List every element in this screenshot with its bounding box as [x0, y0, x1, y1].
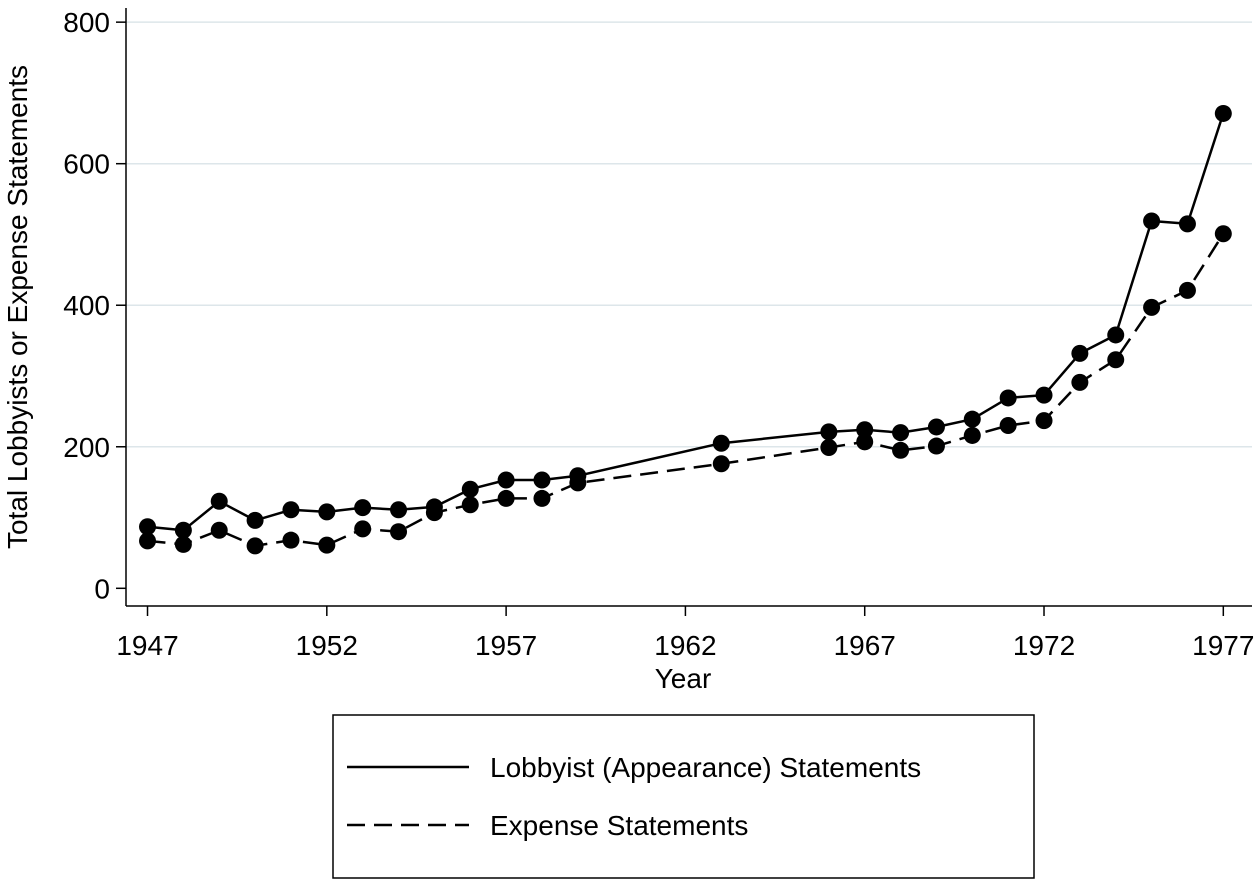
data-point-expense — [174, 535, 192, 553]
y-tick-label: 400 — [63, 290, 110, 321]
data-point-lobbyist — [497, 471, 515, 489]
legend-label-expense: Expense Statements — [490, 810, 748, 841]
data-point-lobbyist — [856, 421, 874, 439]
x-tick-label: 1977 — [1192, 630, 1254, 661]
data-point-lobbyist — [892, 424, 910, 442]
x-axis-title: Year — [655, 663, 712, 694]
data-point-expense — [354, 520, 372, 538]
data-point-lobbyist — [210, 492, 228, 510]
data-point-lobbyist — [1143, 212, 1161, 230]
data-point-expense — [712, 455, 730, 473]
data-point-lobbyist — [1107, 326, 1125, 344]
data-point-expense — [318, 536, 336, 554]
legend: Lobbyist (Appearance) Statements Expense… — [332, 714, 1035, 879]
data-point-expense — [820, 438, 838, 456]
data-point-lobbyist — [354, 499, 372, 517]
data-point-expense — [892, 441, 910, 459]
data-point-lobbyist — [963, 410, 981, 428]
x-tick-label: 1967 — [834, 630, 896, 661]
data-point-expense — [1214, 225, 1232, 243]
data-point-lobbyist — [390, 501, 408, 519]
data-point-expense — [999, 417, 1017, 435]
y-tick-label: 200 — [63, 432, 110, 463]
legend-label-lobbyist: Lobbyist (Appearance) Statements — [490, 752, 921, 783]
data-point-lobbyist — [927, 418, 945, 436]
legend-box — [332, 714, 1035, 879]
x-tick-label: 1962 — [654, 630, 716, 661]
x-tick-label: 1952 — [296, 630, 358, 661]
data-point-lobbyist — [1178, 215, 1196, 233]
data-point-expense — [1035, 412, 1053, 430]
data-point-expense — [461, 496, 479, 514]
data-point-lobbyist — [461, 480, 479, 498]
data-point-expense — [139, 532, 157, 550]
data-point-expense — [246, 537, 264, 555]
x-tick-label: 1972 — [1013, 630, 1075, 661]
data-markers — [139, 104, 1232, 555]
data-point-lobbyist — [820, 423, 838, 441]
data-point-expense — [1107, 351, 1125, 369]
data-point-expense — [569, 474, 587, 492]
data-point-expense — [1071, 373, 1089, 391]
data-point-expense — [390, 523, 408, 541]
series-line-expense — [147, 233, 1225, 548]
data-point-expense — [1143, 298, 1161, 316]
data-point-expense — [1178, 281, 1196, 299]
data-point-expense — [533, 489, 551, 507]
data-point-lobbyist — [999, 389, 1017, 407]
data-point-lobbyist — [1214, 104, 1232, 122]
axes: 0 200 400 600 800 1947 1952 1957 1962 1967 1972 197… — [63, 7, 1254, 661]
y-axis-title: Total Lobbyists or Expense Statements — [2, 65, 33, 549]
data-point-lobbyist — [318, 503, 336, 521]
x-tick-label: 1947 — [116, 630, 178, 661]
data-point-lobbyist — [533, 471, 551, 489]
y-tick-label: 600 — [63, 149, 110, 180]
data-point-expense — [963, 426, 981, 444]
data-point-lobbyist — [1035, 386, 1053, 404]
data-point-expense — [282, 531, 300, 549]
series-lines — [147, 113, 1225, 548]
data-point-lobbyist — [174, 521, 192, 539]
data-point-expense — [927, 437, 945, 455]
x-tick-label: 1957 — [475, 630, 537, 661]
y-tick-label: 0 — [94, 573, 110, 604]
grid-lines — [126, 21, 1252, 448]
series-line-lobbyist — [147, 113, 1225, 532]
data-point-lobbyist — [712, 434, 730, 452]
data-point-lobbyist — [139, 518, 157, 536]
data-point-expense — [856, 433, 874, 451]
data-point-expense — [497, 489, 515, 507]
data-point-lobbyist — [246, 511, 264, 529]
data-point-expense — [210, 521, 228, 539]
data-point-lobbyist — [282, 501, 300, 519]
y-tick-label: 800 — [63, 7, 110, 38]
data-point-lobbyist — [1071, 344, 1089, 362]
data-point-expense — [425, 504, 443, 522]
